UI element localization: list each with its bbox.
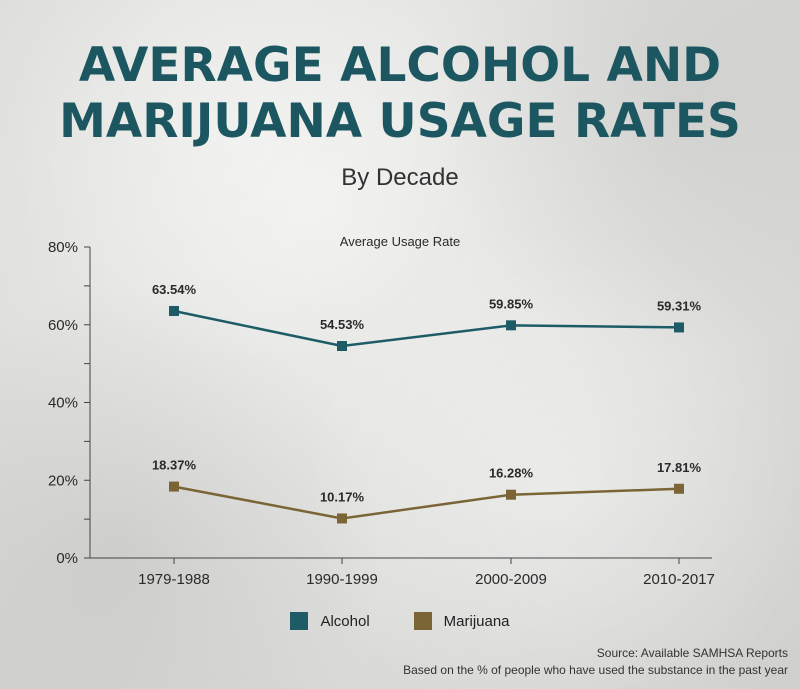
data-label-alcohol: 59.85%	[489, 296, 534, 311]
source-text: Source: Available SAMHSA Reports	[596, 646, 788, 660]
legend-label-alcohol: Alcohol	[320, 612, 370, 630]
chart-title: AVERAGE ALCOHOL AND MARIJUANA USAGE RATE…	[0, 38, 800, 150]
data-point-alcohol	[506, 320, 516, 331]
x-tick-label: 1990-1999	[306, 571, 378, 588]
y-axis-label: Average Usage Rate	[340, 234, 460, 249]
legend-label-marijuana: Marijuana	[443, 612, 510, 630]
data-point-marijuana	[169, 481, 179, 492]
data-point-marijuana	[506, 489, 516, 500]
data-label-marijuana: 10.17%	[320, 489, 365, 504]
legend: Alcohol Marijuana	[0, 612, 800, 630]
legend-item-alcohol: Alcohol	[290, 612, 370, 630]
data-point-marijuana	[674, 483, 684, 494]
chart-title-line-2: MARIJUANA USAGE RATES	[59, 94, 741, 149]
chart-subtitle: By Decade	[341, 164, 459, 191]
y-tick-label: 40%	[48, 395, 78, 412]
data-label-alcohol: 59.31%	[657, 298, 702, 313]
y-tick-label: 80%	[48, 239, 78, 256]
footnote-text: Based on the % of people who have used t…	[403, 663, 788, 677]
line-chart: 0% 20% 40% 60% 80% Average Usage Rate 1979-198…	[48, 234, 715, 588]
x-tick-label: 2000-2009	[475, 571, 547, 588]
data-label-alcohol: 54.53%	[320, 317, 365, 332]
source-note: Source: Available SAMHSA Reports Based o…	[403, 645, 788, 679]
x-tick-label: 2010-2017	[643, 571, 715, 588]
chart-title-line-1: AVERAGE ALCOHOL AND	[78, 38, 722, 93]
data-point-alcohol	[337, 341, 347, 352]
y-tick-label: 20%	[48, 472, 78, 489]
data-label-marijuana: 16.28%	[489, 466, 534, 481]
data-label-marijuana: 18.37%	[152, 458, 197, 473]
y-tick-label: 0%	[56, 550, 78, 567]
legend-item-marijuana: Marijuana	[413, 612, 510, 630]
data-point-alcohol	[674, 322, 684, 333]
legend-swatch-alcohol	[290, 612, 309, 630]
x-tick-label: 1979-1988	[138, 571, 210, 588]
legend-swatch-marijuana	[413, 612, 432, 630]
series-line-alcohol	[173, 309, 680, 348]
data-point-marijuana	[337, 513, 347, 524]
data-label-marijuana: 17.81%	[657, 460, 702, 475]
series-line-marijuana	[173, 485, 680, 520]
y-tick-label: 60%	[48, 317, 78, 334]
data-label-alcohol: 63.54%	[152, 282, 197, 297]
data-point-alcohol	[169, 305, 179, 316]
